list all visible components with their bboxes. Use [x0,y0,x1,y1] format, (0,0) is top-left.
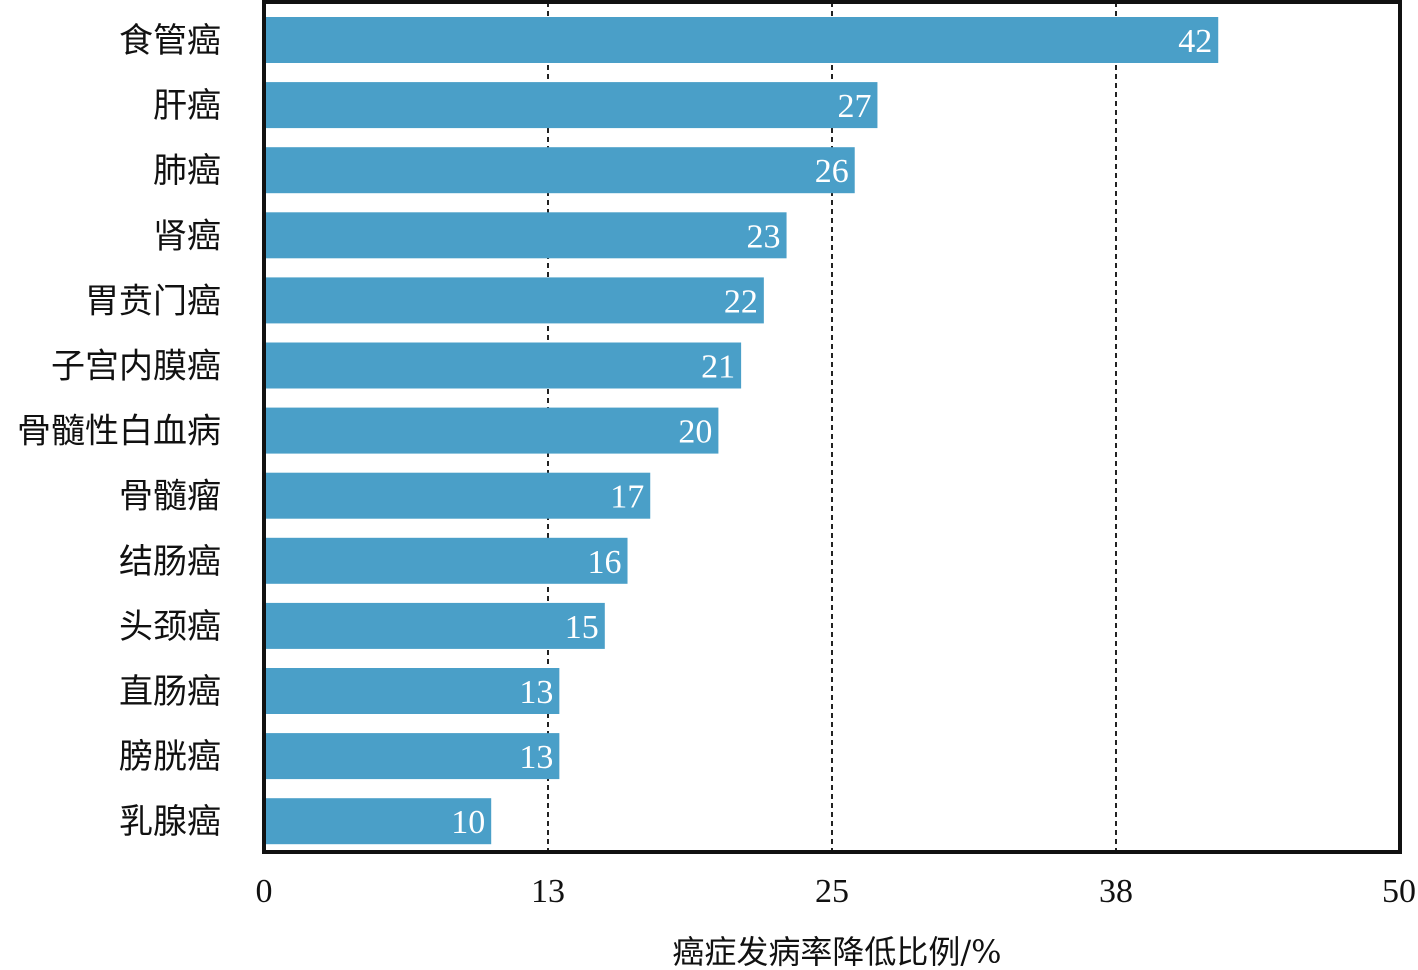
x-tick-labels: 0 13 25 38 50 [256,873,1417,910]
bar-11 [264,733,560,780]
category-label-2: 肺癌 [153,151,221,191]
category-label-1: 肝癌 [153,86,221,126]
category-label-7: 骨髓瘤 [119,477,221,517]
category-labels: 食管癌肝癌肺癌肾癌胃贲门癌子宫内膜癌骨髓性白血病骨髓瘤结肠癌头颈癌直肠癌膀胱癌乳… [17,21,221,842]
x-tick-label-4: 50 [1382,873,1416,910]
category-label-4: 胃贲门癌 [85,281,221,321]
value-label-0: 42 [1178,23,1212,60]
value-label-10: 13 [519,674,553,711]
bar-4 [264,277,764,324]
value-label-1: 27 [837,88,871,125]
category-label-10: 直肠癌 [119,672,221,712]
value-label-7: 17 [610,479,644,516]
bar-3 [264,212,787,259]
bar-5 [264,342,742,389]
value-label-4: 22 [724,283,758,320]
bar-12 [264,798,492,845]
plot-frame [262,0,1402,854]
value-label-11: 13 [519,739,553,776]
bar-9 [264,602,605,649]
category-label-5: 子宫内膜癌 [51,347,221,387]
category-label-12: 乳腺癌 [119,802,221,842]
value-label-2: 26 [815,153,849,190]
bar-10 [264,668,560,714]
category-label-3: 肾癌 [153,216,221,256]
bars [264,17,1219,845]
value-labels: 42 27 26 23 22 21 20 17 16 15 13 13 10 [451,23,1212,841]
value-label-12: 10 [451,804,485,841]
value-label-9: 15 [565,609,599,646]
x-tick-label-1: 13 [531,873,565,910]
bar-2 [264,147,855,194]
value-label-5: 21 [701,349,735,386]
x-axis-title: 癌症发病率降低比例/% [672,933,1001,970]
x-tick-label-2: 25 [815,873,849,910]
bar-1 [264,82,878,129]
category-label-6: 骨髓性白血病 [17,412,221,452]
x-tick-label-3: 38 [1099,873,1133,910]
category-label-11: 膀胱癌 [119,737,221,777]
value-label-6: 20 [678,414,712,451]
value-label-3: 23 [747,218,781,255]
value-label-8: 16 [588,544,622,581]
category-label-0: 食管癌 [119,21,221,61]
category-label-8: 结肠癌 [119,542,221,582]
x-tick-label-0: 0 [256,873,273,910]
category-label-9: 头颈癌 [119,607,221,647]
bar-8 [264,537,628,584]
bar-7 [264,472,651,519]
bar-6 [264,407,719,454]
bar-0 [264,17,1219,63]
